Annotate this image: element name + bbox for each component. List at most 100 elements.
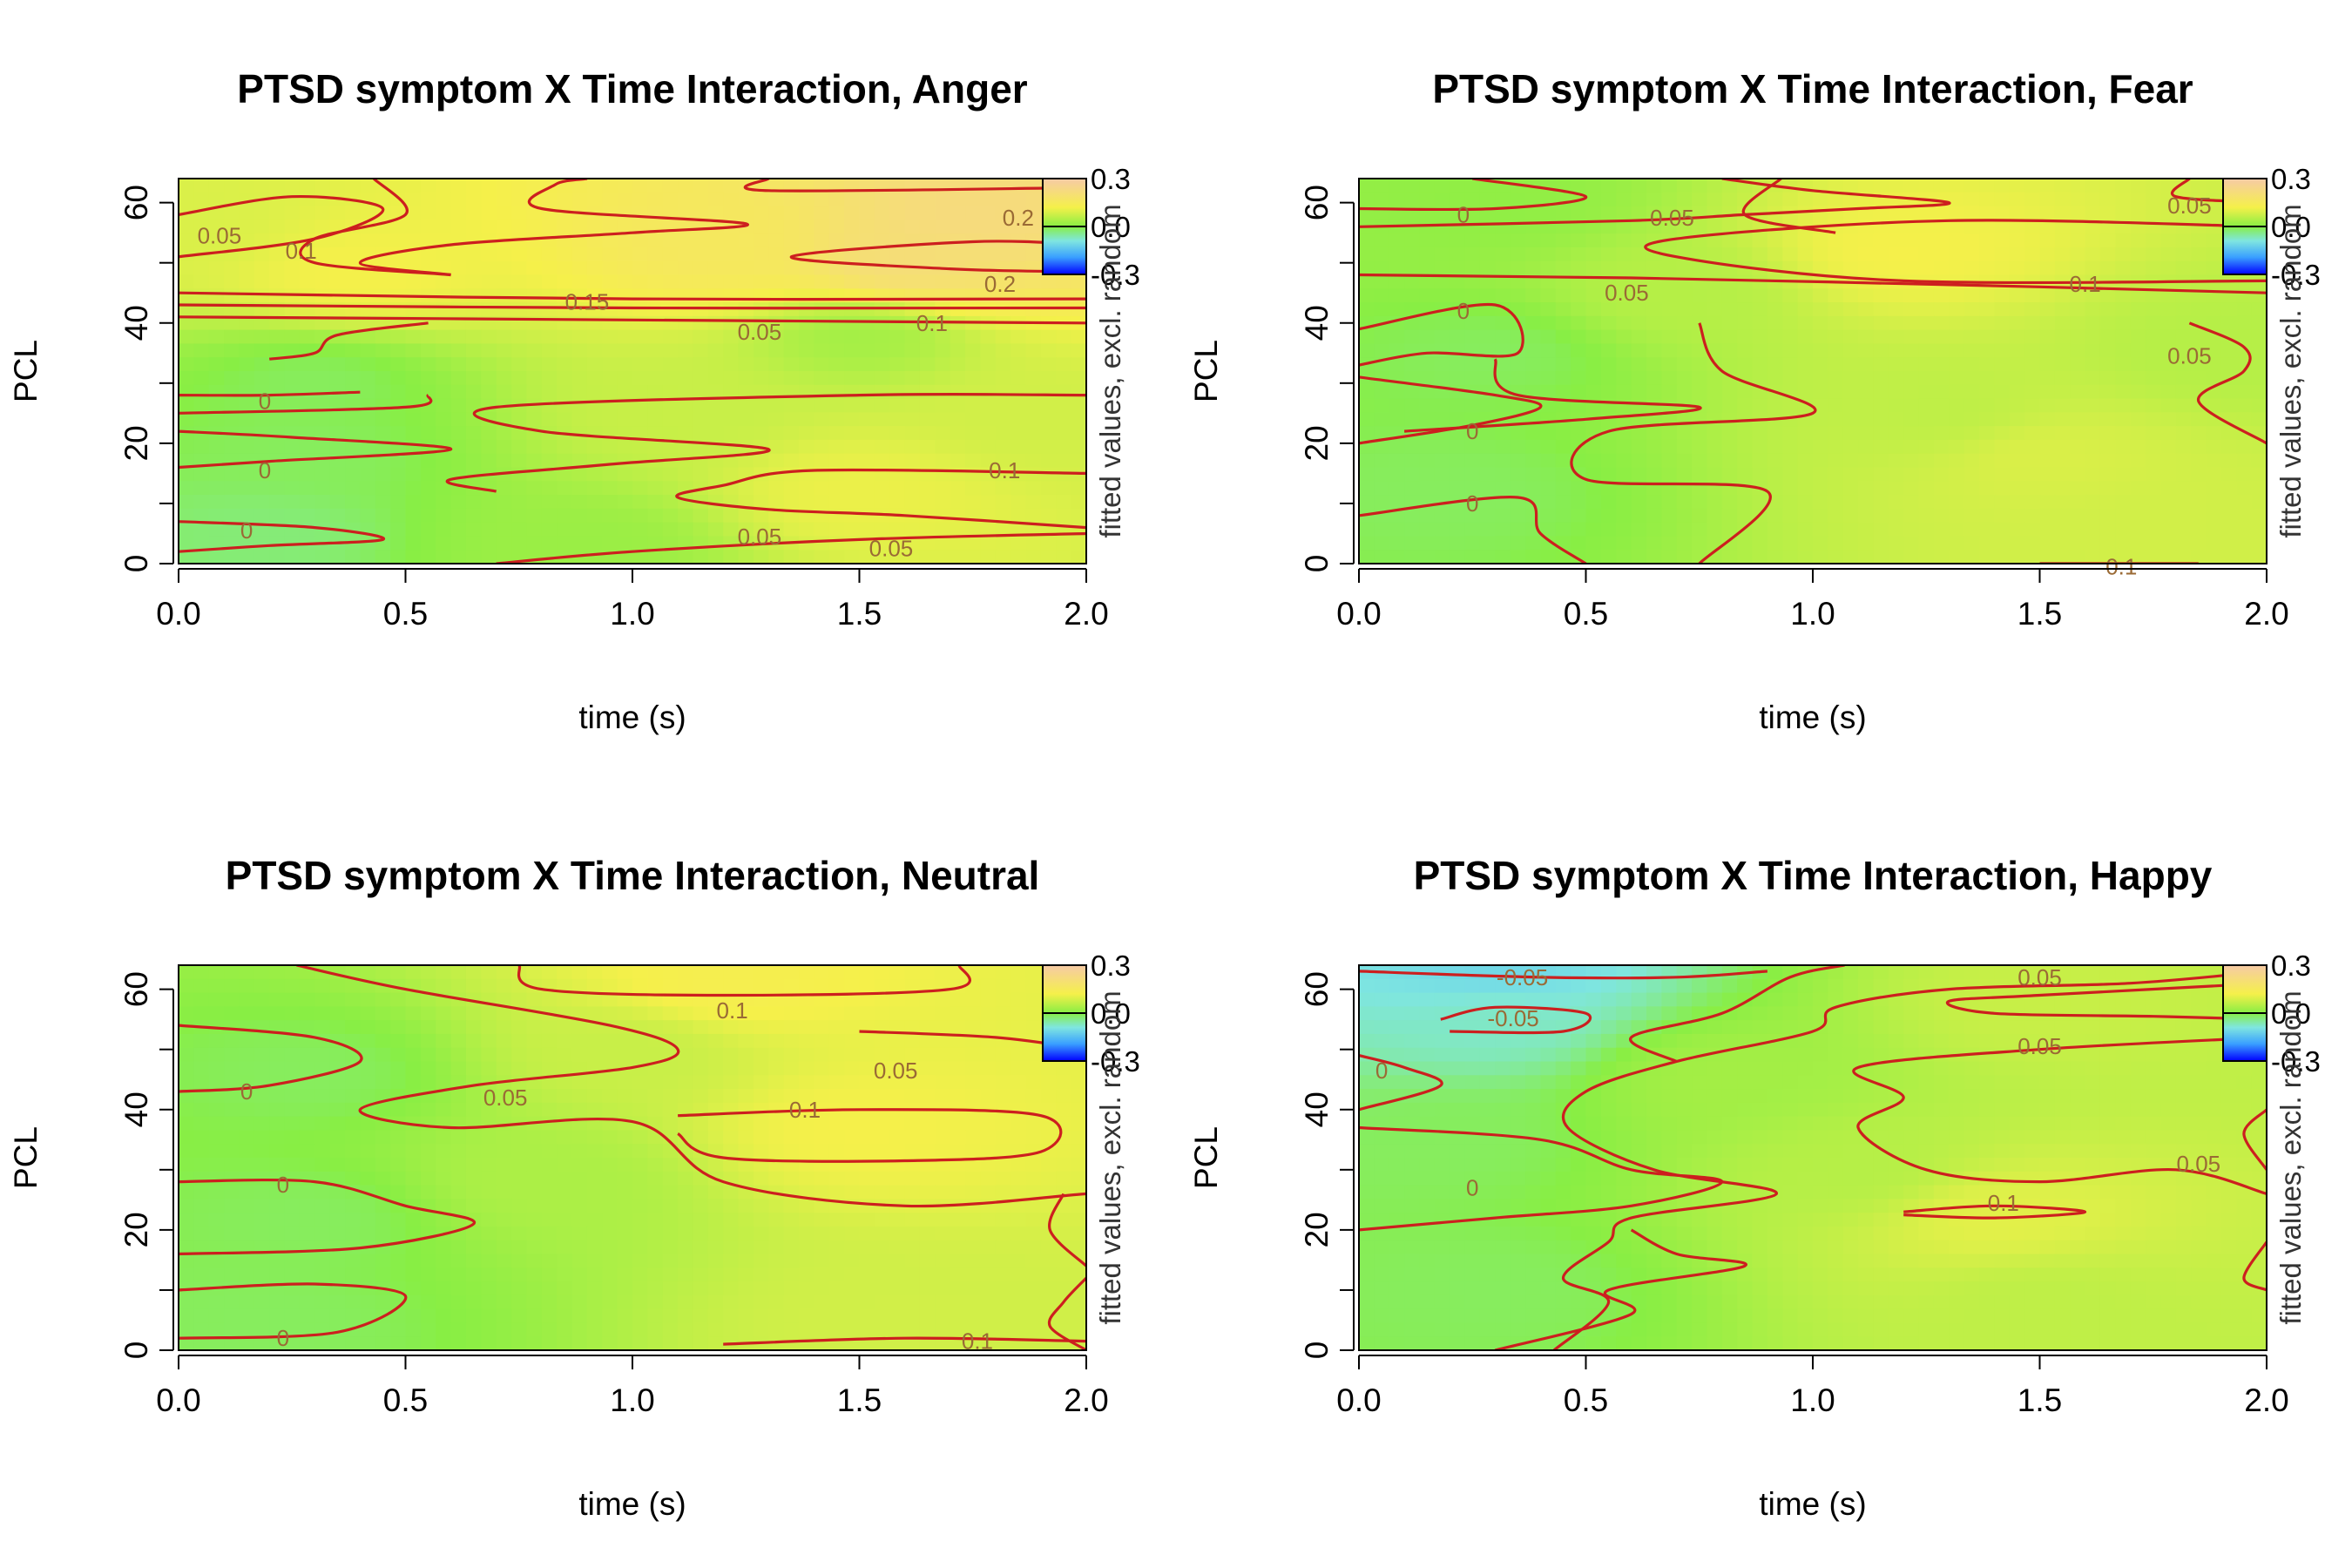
heatmap-cell (1676, 522, 1693, 537)
heatmap-cell (2160, 495, 2177, 510)
heatmap-cell (360, 1294, 376, 1310)
heatmap-cell (571, 1006, 588, 1021)
heatmap-cell (632, 206, 649, 221)
heatmap-cell (783, 1254, 800, 1269)
heatmap-cell (2175, 288, 2192, 303)
heatmap-cell (768, 1240, 785, 1255)
heatmap-cell (436, 1213, 452, 1227)
heatmap-cell (208, 343, 225, 359)
heatmap-cell (193, 1171, 210, 1186)
heatmap-cell (1389, 288, 1405, 303)
heatmap-cell (405, 1075, 422, 1090)
heatmap-cell (678, 522, 694, 537)
heatmap-cell (1025, 288, 1042, 303)
heatmap-cell (768, 1075, 785, 1090)
heatmap-cell (1676, 220, 1693, 234)
heatmap-cell (1404, 398, 1421, 414)
heatmap-cell (1359, 536, 1375, 551)
heatmap-cell (2054, 343, 2072, 359)
heatmap-cell (1994, 302, 2011, 317)
heatmap-cell (2054, 315, 2072, 331)
heatmap-cell (1979, 467, 1996, 483)
heatmap-cell (253, 1061, 270, 1077)
heatmap-cell (1676, 192, 1693, 207)
heatmap-cell (239, 1047, 255, 1063)
heatmap-cell (557, 274, 573, 290)
heatmap-cell (208, 329, 225, 345)
heatmap-cell (602, 1158, 618, 1173)
heatmap-cell (390, 1075, 407, 1090)
heatmap-cell (799, 1047, 815, 1063)
heatmap-cell (1571, 522, 1587, 537)
heatmap-cell (1963, 453, 1980, 469)
heatmap-cell (375, 1199, 391, 1213)
heatmap-cell (768, 357, 785, 372)
heatmap-cell (980, 1047, 997, 1063)
heatmap-cell (1676, 550, 1693, 564)
heatmap-cell (299, 1158, 316, 1173)
heatmap-cell (511, 302, 528, 317)
heatmap-cell (1918, 453, 1935, 469)
heatmap-cell (1600, 288, 1618, 303)
heatmap-cell (299, 260, 316, 276)
heatmap-cell (602, 233, 618, 248)
heatmap-cell (526, 412, 543, 427)
heatmap-cell (239, 192, 255, 207)
heatmap-cell (904, 965, 921, 980)
heatmap-cell (844, 1254, 861, 1269)
heatmap-cell (1510, 439, 1526, 455)
heatmap-cell (617, 1254, 633, 1269)
heatmap-cell (783, 1061, 800, 1077)
heatmap-cell (678, 1267, 694, 1282)
heatmap-cell (2115, 550, 2132, 564)
heatmap-cell (617, 412, 633, 427)
heatmap-cell (2085, 233, 2101, 248)
heatmap-cell (179, 357, 195, 372)
heatmap-cell (208, 965, 225, 980)
heatmap-cell (390, 1020, 407, 1035)
heatmap-cell (1495, 247, 1511, 262)
heatmap-cell (1056, 1075, 1072, 1090)
heatmap-cell (2251, 439, 2267, 455)
heatmap-cell (1571, 206, 1587, 221)
heatmap-cell (1813, 206, 1829, 221)
heatmap-cell (450, 536, 467, 551)
heatmap-cell (557, 1171, 573, 1186)
heatmap-cell (2236, 384, 2253, 400)
heatmap-cell (904, 1294, 921, 1310)
heatmap-cell (1359, 302, 1375, 317)
heatmap-cell (753, 343, 770, 359)
heatmap-cell (511, 384, 528, 400)
heatmap-cell (465, 550, 483, 564)
heatmap-cell (1056, 343, 1072, 359)
heatmap-cell (1873, 343, 1889, 359)
heatmap-cell (662, 1075, 679, 1090)
heatmap-cell (935, 206, 951, 221)
heatmap-cell (874, 371, 891, 386)
heatmap-cell (1661, 288, 1678, 303)
heatmap-cell (360, 536, 376, 551)
heatmap-cell (617, 1294, 633, 1310)
heatmap-cell (224, 439, 240, 455)
heatmap-cell (450, 247, 467, 262)
heatmap-cell (1525, 233, 1542, 248)
heatmap-cell (465, 1294, 483, 1310)
contour-line (299, 179, 451, 277)
heatmap-cell (753, 1213, 770, 1227)
heatmap-cell (2191, 179, 2207, 193)
heatmap-cell (345, 1020, 362, 1035)
heatmap-cell (2024, 343, 2041, 359)
heatmap-cell (753, 1047, 770, 1063)
heatmap-cell (783, 357, 800, 372)
heatmap-cell (738, 1254, 754, 1269)
heatmap-cell (799, 179, 815, 193)
heatmap-cell (753, 1033, 770, 1049)
heatmap-cell (1994, 439, 2011, 455)
heatmap-cell (481, 1006, 497, 1021)
heatmap-cell (360, 1267, 376, 1282)
heatmap-cell (224, 1281, 240, 1296)
heatmap-cell (208, 1254, 225, 1269)
heatmap-cell (980, 1020, 997, 1035)
heatmap-cell (239, 206, 255, 221)
heatmap-cell (1540, 288, 1557, 303)
